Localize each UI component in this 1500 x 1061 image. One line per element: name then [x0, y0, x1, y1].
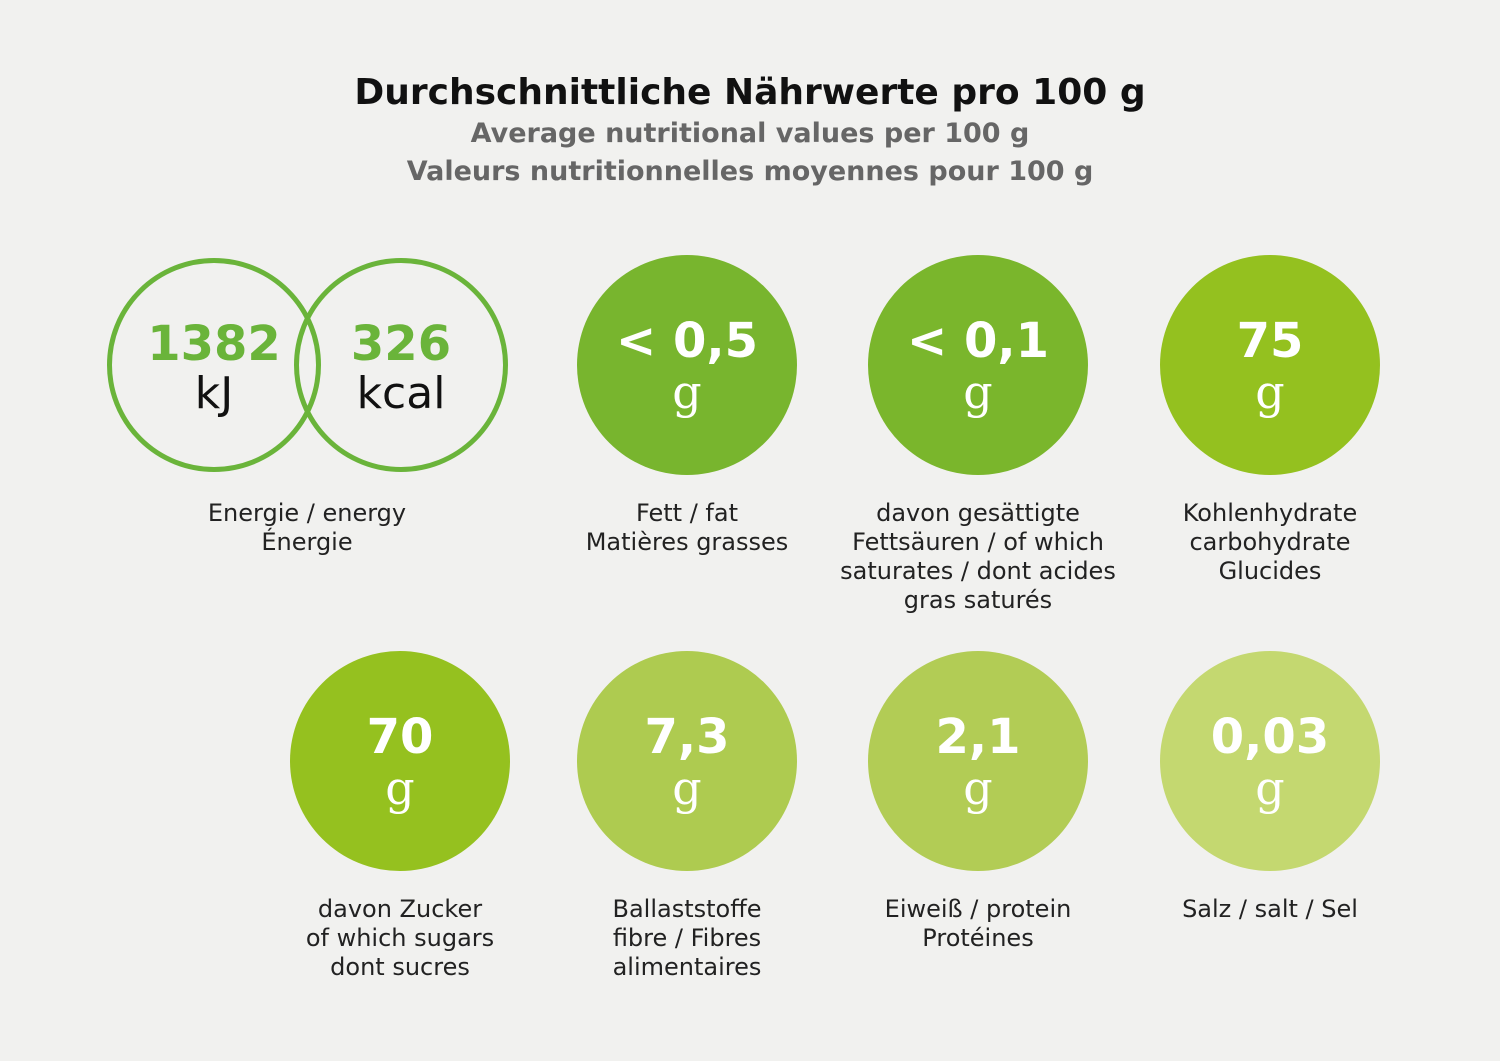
label-line: carbohydrate [1189, 528, 1351, 556]
salt-value: 0,03 [1210, 709, 1330, 765]
label-line: Ballaststoffe [612, 895, 762, 923]
label-line: saturates / dont acides [840, 557, 1116, 585]
kcal-value: 326 [350, 316, 452, 372]
sugars-circle: 70 g [290, 651, 510, 871]
saturates-unit: g [963, 365, 993, 419]
label-line: Matières grasses [585, 528, 789, 556]
saturates-circle: < 0,1 g [868, 255, 1088, 475]
label-line: davon gesättigte [876, 499, 1080, 527]
kj-unit: kJ [194, 368, 234, 419]
kj-value: 1382 [147, 316, 281, 372]
label-line: Eiweiß / protein [884, 895, 1072, 923]
saturates-label: davon gesättigte Fettsäuren / of which sat… [828, 499, 1128, 615]
label-line: Salz / salt / Sel [1182, 895, 1358, 923]
kcal-value-block: 326 kcal [301, 318, 501, 418]
carbohydrate-value: 75 [1236, 313, 1304, 369]
fibre-unit: g [672, 761, 702, 815]
label-line: Protéines [922, 924, 1034, 952]
fat-label: Fett / fat Matières grasses [537, 499, 837, 557]
fibre-value: 7,3 [644, 709, 730, 765]
kj-value-block: 1382 kJ [114, 318, 314, 418]
label-line: Fettsäuren / of which [852, 528, 1104, 556]
kcal-ring [294, 258, 508, 472]
energy-label: Energie / energy Énergie [157, 499, 457, 557]
label-line: davon Zucker [317, 895, 483, 923]
salt-circle: 0,03 g [1160, 651, 1380, 871]
label-line: of which sugars [305, 924, 495, 952]
protein-value: 2,1 [935, 709, 1021, 765]
label-line: Energie / energy [207, 499, 407, 527]
fibre-label: Ballaststoffe fibre / Fibres alimentaires [537, 895, 837, 982]
protein-circle: 2,1 g [868, 651, 1088, 871]
salt-unit: g [1255, 761, 1285, 815]
saturates-value: < 0,1 [907, 313, 1049, 369]
fat-value: < 0,5 [616, 313, 758, 369]
title: Durchschnittliche Nährwerte pro 100 g [354, 72, 1146, 113]
salt-label: Salz / salt / Sel [1120, 895, 1420, 924]
sugars-unit: g [385, 761, 415, 815]
protein-unit: g [963, 761, 993, 815]
label-line: fibre / Fibres [612, 924, 762, 952]
subtitle-fr: Valeurs nutritionnelles moyennes pour 10… [406, 156, 1094, 187]
sugars-value: 70 [366, 709, 434, 765]
carbohydrate-unit: g [1255, 365, 1285, 419]
label-line: alimentaires [612, 953, 762, 981]
carbohydrate-label: Kohlenhydrate carbohydrate Glucides [1120, 499, 1420, 586]
label-line: dont sucres [330, 953, 470, 981]
label-line: Kohlenhydrate [1182, 499, 1358, 527]
subtitle-en: Average nutritional values per 100 g [470, 118, 1030, 149]
label-line: gras saturés [903, 586, 1053, 614]
sugars-label: davon Zucker of which sugars dont sucres [250, 895, 550, 982]
label-line: Énergie [261, 528, 353, 556]
fat-circle: < 0,5 g [577, 255, 797, 475]
label-line: Fett / fat [636, 499, 738, 527]
kcal-unit: kcal [356, 368, 446, 419]
protein-label: Eiweiß / protein Protéines [828, 895, 1128, 953]
label-line: Glucides [1218, 557, 1322, 585]
fibre-circle: 7,3 g [577, 651, 797, 871]
fat-unit: g [672, 365, 702, 419]
carbohydrate-circle: 75 g [1160, 255, 1380, 475]
